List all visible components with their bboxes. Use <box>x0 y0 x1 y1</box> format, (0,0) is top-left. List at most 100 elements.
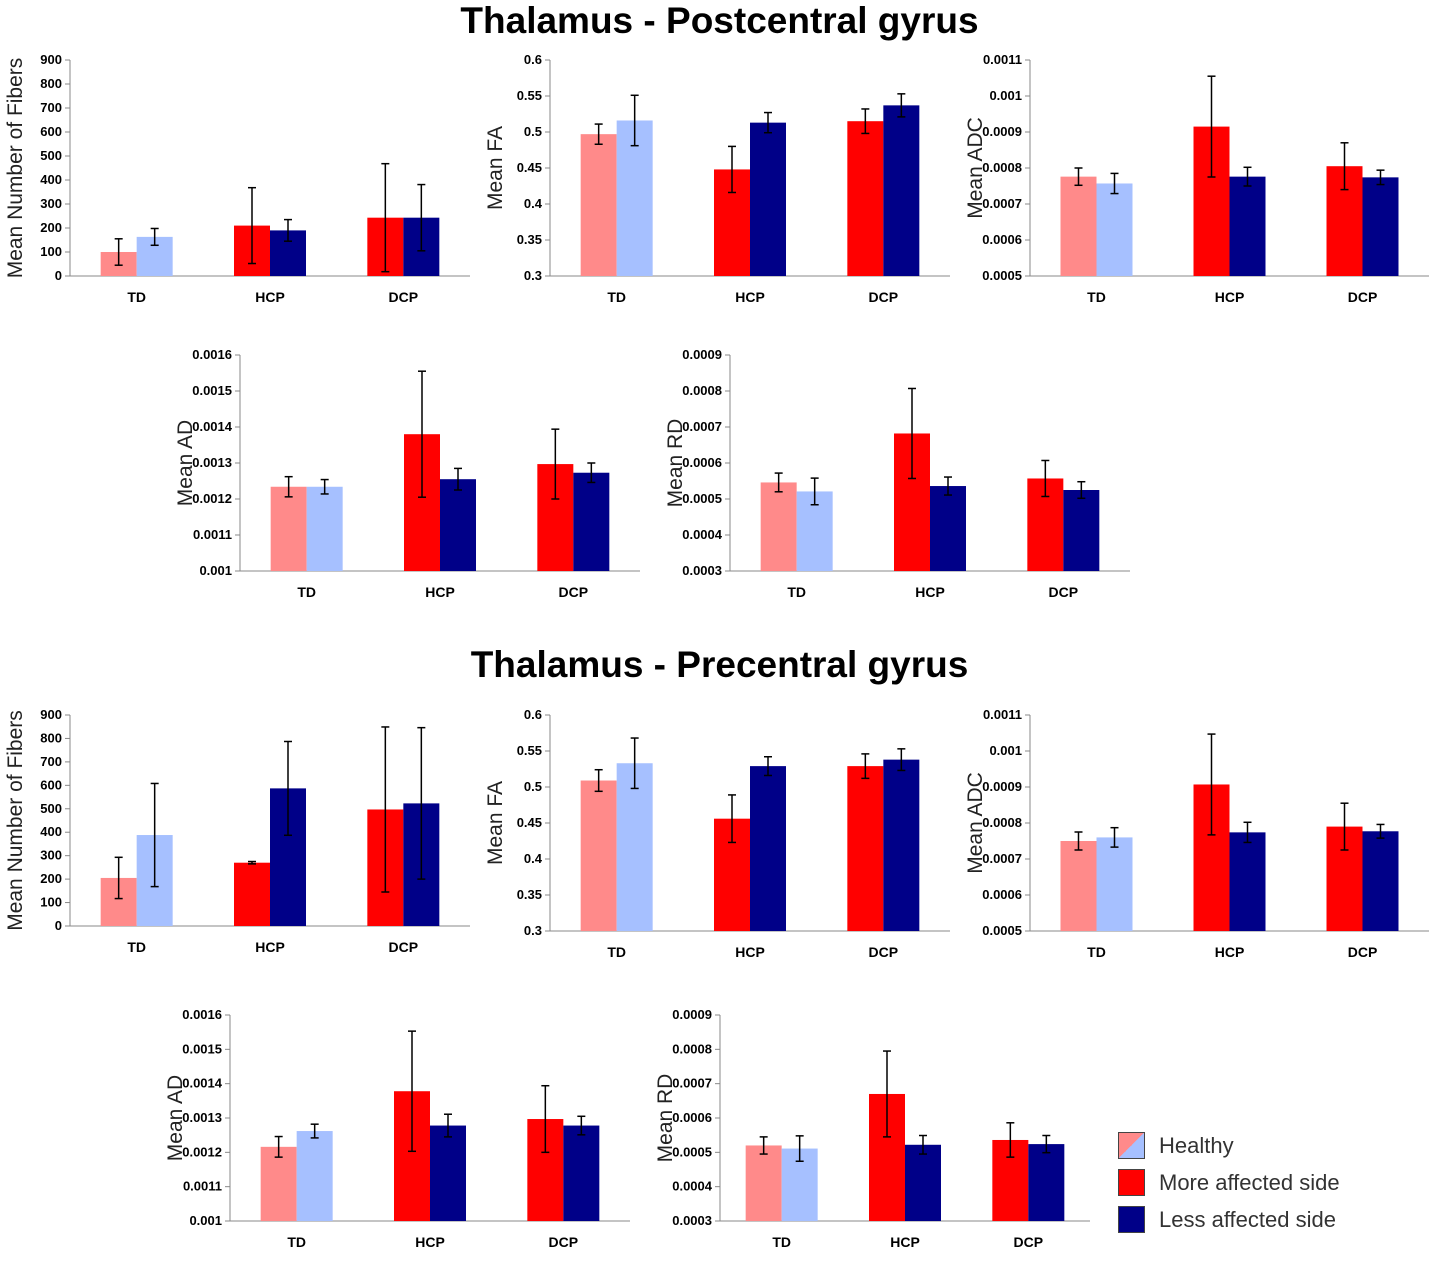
y-axis-label: Mean Number of Fibers <box>4 58 27 279</box>
chart-pre-fa: 0.3 0.35 0.4 0.45 0.5 0.55 0.6 Mean FA TD HCP DCP <box>484 707 950 960</box>
legend-item-healthy: Healthy <box>1118 1127 1340 1164</box>
legend-item-less-affected: Less affected side <box>1118 1201 1340 1238</box>
bar-dcp-less-affected <box>883 105 920 276</box>
y-tick-label: 100 <box>40 895 62 910</box>
more-affected-swatch-icon <box>1118 1169 1145 1196</box>
y-axis-label: Mean ADC <box>964 117 987 219</box>
y-tick-label: 0.0005 <box>982 923 1022 938</box>
x-category-label: HCP <box>1215 944 1245 960</box>
x-category-label: DCP <box>1348 944 1378 960</box>
y-tick-label: 0.55 <box>517 88 542 103</box>
bar-hcp-more-affected <box>234 862 270 926</box>
x-category-label: DCP <box>1049 584 1079 600</box>
y-axis-label: Mean FA <box>484 126 507 210</box>
y-tick-label: 0.0005 <box>982 268 1022 283</box>
x-category-label: TD <box>127 289 146 305</box>
y-tick-label: 0.0011 <box>193 527 232 542</box>
y-tick-label: 200 <box>40 871 62 886</box>
x-category-label: HCP <box>255 939 285 955</box>
y-tick-label: 500 <box>40 148 62 163</box>
x-category-label: TD <box>772 1234 791 1250</box>
chart-pre-ad: 0.001 0.0011 0.0012 0.0013 0.0014 0.0015 0.001… <box>164 1007 630 1250</box>
bar-hcp-less-affected <box>750 766 786 931</box>
x-category-label: HCP <box>915 584 945 600</box>
bar-dcp-more-affected <box>847 766 884 931</box>
x-category-label: HCP <box>735 289 765 305</box>
less-affected-swatch-icon <box>1118 1206 1145 1233</box>
y-tick-label: 0.001 <box>989 743 1022 758</box>
y-tick-label: 0.4 <box>524 851 543 866</box>
chart-post-rd: 0.0003 0.0004 0.0005 0.0006 0.0007 0.0008 0.00… <box>664 347 1130 600</box>
bar-td-less-affected <box>1096 837 1133 931</box>
y-axis-label: Mean RD <box>664 419 687 508</box>
bar-td-more-affected <box>580 134 617 276</box>
x-category-label: DCP <box>869 289 899 305</box>
y-tick-label: 100 <box>40 244 62 259</box>
x-category-label: DCP <box>559 584 589 600</box>
bar-td-more-affected <box>1060 176 1097 276</box>
bar-td-more-affected <box>760 482 797 571</box>
y-tick-label: 0.001 <box>189 1213 222 1228</box>
bar-dcp-less-affected <box>1362 177 1399 276</box>
y-tick-label: 0.0006 <box>982 232 1022 247</box>
x-category-label: TD <box>607 289 626 305</box>
bar-td-more-affected <box>260 1146 297 1221</box>
y-tick-label: 0.0011 <box>983 52 1022 67</box>
y-tick-label: 0.0013 <box>182 1110 222 1125</box>
y-tick-label: 0.0014 <box>192 419 233 434</box>
y-tick-label: 0.0012 <box>192 491 232 506</box>
x-category-label: TD <box>297 584 316 600</box>
y-tick-label: 700 <box>40 754 62 769</box>
y-tick-label: 0.0007 <box>672 1076 712 1091</box>
x-category-label: HCP <box>735 944 765 960</box>
y-tick-label: 0.5 <box>524 124 542 139</box>
bar-hcp-less-affected <box>430 1125 466 1221</box>
bar-hcp-less-affected <box>1229 832 1266 931</box>
y-axis-label: Mean ADC <box>964 772 987 874</box>
y-axis-label: Mean FA <box>484 781 507 865</box>
y-tick-label: 600 <box>40 777 62 792</box>
y-axis-label: Mean AD <box>164 1075 187 1161</box>
bar-td-more-affected <box>580 780 617 931</box>
y-tick-label: 0.0005 <box>672 1144 712 1159</box>
y-tick-label: 0.35 <box>517 232 542 247</box>
y-axis-label: Mean RD <box>654 1074 677 1163</box>
chart-pre-rd: 0.0003 0.0004 0.0005 0.0006 0.0007 0.0008 0.00… <box>654 1007 1090 1250</box>
y-axis-label: Mean AD <box>174 420 197 506</box>
y-tick-label: 0.0012 <box>182 1144 222 1159</box>
y-tick-label: 0.001 <box>199 563 232 578</box>
y-tick-label: 0.0005 <box>682 491 722 506</box>
y-tick-label: 0.0014 <box>182 1076 223 1091</box>
y-tick-label: 0.6 <box>524 52 542 67</box>
x-category-label: HCP <box>425 584 455 600</box>
y-tick-label: 0.0004 <box>682 527 723 542</box>
chart-post-fibers: 0 100 200 300 400 500 600 700 800 900 Mean Number … <box>4 52 470 305</box>
section-title-postcentral: Thalamus - Postcentral gyrus <box>460 0 979 41</box>
x-category-label: DCP <box>869 944 899 960</box>
y-tick-label: 0.6 <box>524 707 542 722</box>
y-tick-label: 0.0016 <box>182 1007 222 1022</box>
y-tick-label: 800 <box>40 76 62 91</box>
y-tick-label: 400 <box>40 172 62 187</box>
y-tick-label: 0.5 <box>524 779 542 794</box>
y-tick-label: 0.0007 <box>682 419 722 434</box>
bar-hcp-less-affected <box>750 122 786 276</box>
y-tick-label: 0.4 <box>524 196 543 211</box>
x-category-label: DCP <box>389 289 419 305</box>
chart-post-ad: 0.001 0.0011 0.0012 0.0013 0.0014 0.0015 0.001… <box>174 347 640 600</box>
x-category-label: TD <box>287 1234 306 1250</box>
legend: Healthy More affected side Less affected… <box>1118 1127 1340 1238</box>
bar-dcp-less-affected <box>1362 831 1399 931</box>
y-tick-label: 300 <box>40 848 62 863</box>
y-tick-label: 0.0016 <box>192 347 232 362</box>
y-tick-label: 0.0004 <box>672 1179 713 1194</box>
x-category-label: DCP <box>389 939 419 955</box>
y-tick-label: 0.45 <box>517 815 542 830</box>
x-category-label: TD <box>1087 289 1106 305</box>
y-tick-label: 0.0008 <box>982 815 1022 830</box>
x-category-label: DCP <box>549 1234 579 1250</box>
y-tick-label: 0.0003 <box>672 1213 712 1228</box>
y-tick-label: 200 <box>40 220 62 235</box>
chart-pre-adc: 0.0005 0.0006 0.0007 0.0008 0.0009 0.001 0.001… <box>964 707 1429 960</box>
bar-td-less-affected <box>296 1131 333 1221</box>
